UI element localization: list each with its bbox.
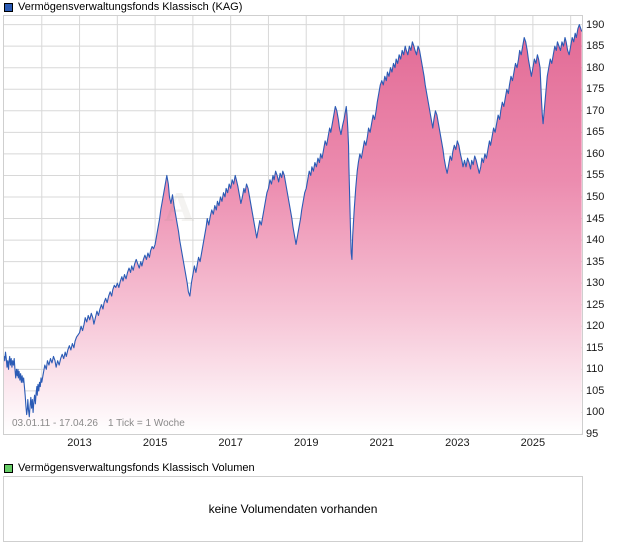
y-axis-tick-label: 105 bbox=[586, 384, 605, 397]
y-axis-tick-label: 185 bbox=[586, 40, 605, 53]
y-axis-tick-label: 180 bbox=[586, 61, 605, 74]
y-axis-tick-label: 155 bbox=[586, 169, 605, 182]
y-axis-tick-label: 170 bbox=[586, 104, 605, 117]
x-axis-tick-label: 2013 bbox=[67, 437, 92, 449]
volume-series-legend: Vermögensverwaltungsfonds Klassisch Volu… bbox=[4, 462, 255, 474]
y-axis-tick-label: 115 bbox=[586, 341, 604, 354]
y-axis-tick-label: 165 bbox=[586, 126, 605, 139]
price-area-fill bbox=[4, 24, 582, 434]
x-axis-tick-label: 2023 bbox=[445, 437, 470, 449]
square-marker-icon bbox=[4, 463, 13, 473]
y-axis-tick-label: 120 bbox=[586, 320, 605, 333]
x-axis: 2013 2015 2017 2019 2021 2023 2025 bbox=[3, 437, 583, 453]
y-axis-tick-label: 100 bbox=[586, 406, 605, 419]
y-axis-tick-label: 160 bbox=[586, 147, 605, 160]
y-axis-tick-label: 130 bbox=[586, 277, 605, 290]
volume-series-legend-label: Vermögensverwaltungsfonds Klassisch Volu… bbox=[18, 462, 255, 474]
price-series-legend-label: Vermögensverwaltungsfonds Klassisch (KAG… bbox=[18, 1, 243, 13]
y-axis: 190 185 180 175 170 165 160 155 150 145 140 135 130 1… bbox=[586, 15, 620, 439]
y-axis-tick-label: 145 bbox=[586, 212, 605, 225]
volume-chart-panel[interactable]: keine Volumendaten vorhanden bbox=[3, 476, 583, 542]
y-axis-tick-label: 140 bbox=[586, 234, 605, 247]
y-axis-tick-label: 175 bbox=[586, 83, 605, 96]
square-marker-icon bbox=[4, 2, 13, 12]
y-axis-tick-label: 125 bbox=[586, 298, 605, 311]
x-axis-tick-label: 2021 bbox=[369, 437, 395, 449]
volume-empty-message: keine Volumendaten vorhanden bbox=[208, 502, 378, 516]
price-chart-panel[interactable]: A 03.01.11 - 17.04.26 1 Tick = 1 Woche bbox=[3, 15, 583, 435]
x-axis-tick-label: 2017 bbox=[218, 437, 243, 449]
x-axis-tick-label: 2025 bbox=[520, 437, 546, 449]
y-axis-tick-label: 110 bbox=[586, 363, 604, 376]
price-line bbox=[4, 24, 582, 418]
x-axis-tick-label: 2019 bbox=[293, 437, 319, 449]
y-axis-tick-label: 135 bbox=[586, 255, 605, 268]
price-series-legend: Vermögensverwaltungsfonds Klassisch (KAG… bbox=[4, 1, 242, 13]
x-axis-tick-label: 2015 bbox=[142, 437, 168, 449]
y-axis-tick-label: 95 bbox=[586, 428, 599, 440]
price-chart-svg bbox=[4, 16, 582, 434]
y-axis-tick-label: 190 bbox=[586, 18, 605, 31]
y-axis-tick-label: 150 bbox=[586, 190, 605, 203]
